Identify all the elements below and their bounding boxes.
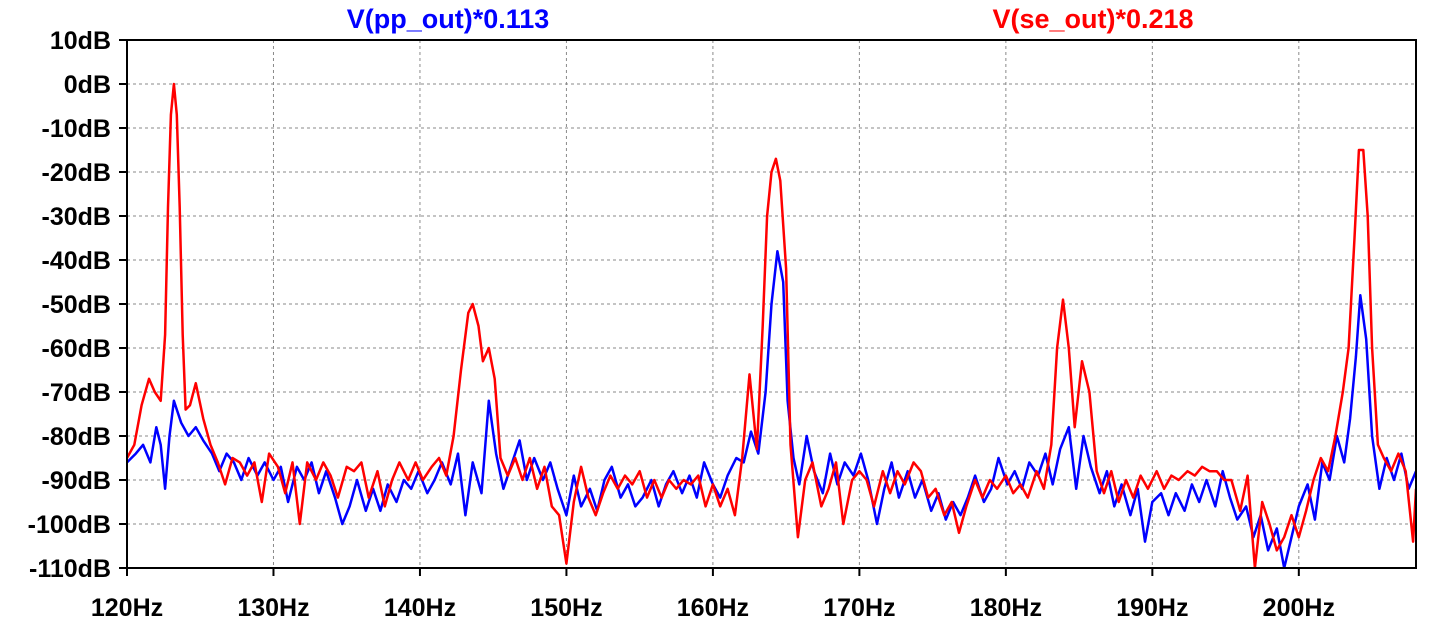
x-tick-label: 180Hz [970, 594, 1042, 622]
x-tick-label: 120Hz [91, 594, 163, 622]
legend: V(pp_out)*0.113 V(se_out)*0.218 [347, 4, 1194, 34]
x-tick-label: 200Hz [1263, 594, 1335, 622]
series-line-se-out [127, 82, 1416, 568]
y-tick-label: -80dB [42, 423, 111, 451]
x-tick-label: 190Hz [1116, 594, 1188, 622]
legend-entry-pp-out: V(pp_out)*0.113 [347, 4, 550, 34]
y-tick-label: -70dB [42, 379, 111, 407]
legend-entry-se-out: V(se_out)*0.218 [992, 4, 1193, 34]
series-line-pp-out [127, 249, 1416, 568]
x-tick-label: 160Hz [677, 594, 749, 622]
x-tick-label: 150Hz [530, 594, 602, 622]
y-tick-label: -110dB [29, 555, 111, 583]
y-tick-label: -40dB [42, 247, 111, 275]
y-tick-label: 10dB [50, 27, 111, 55]
y-tick-label: 0dB [64, 71, 111, 99]
y-tick-label: -100dB [28, 511, 111, 539]
y-tick-label: -90dB [42, 467, 111, 495]
y-tick-label: -10dB [42, 115, 111, 143]
y-tick-label: -30dB [42, 203, 111, 231]
x-tick-label: 130Hz [237, 594, 309, 622]
y-tick-label: -50dB [42, 291, 111, 319]
x-tick-label: 170Hz [823, 594, 895, 622]
y-tick-label: -20dB [42, 159, 111, 187]
axis-ticks: 120Hz 130Hz 140Hz 150Hz 160Hz 170Hz 180Hz 190Hz… [28, 27, 1335, 622]
x-tick-label: 140Hz [384, 594, 456, 622]
y-tick-label: -60dB [42, 335, 111, 363]
